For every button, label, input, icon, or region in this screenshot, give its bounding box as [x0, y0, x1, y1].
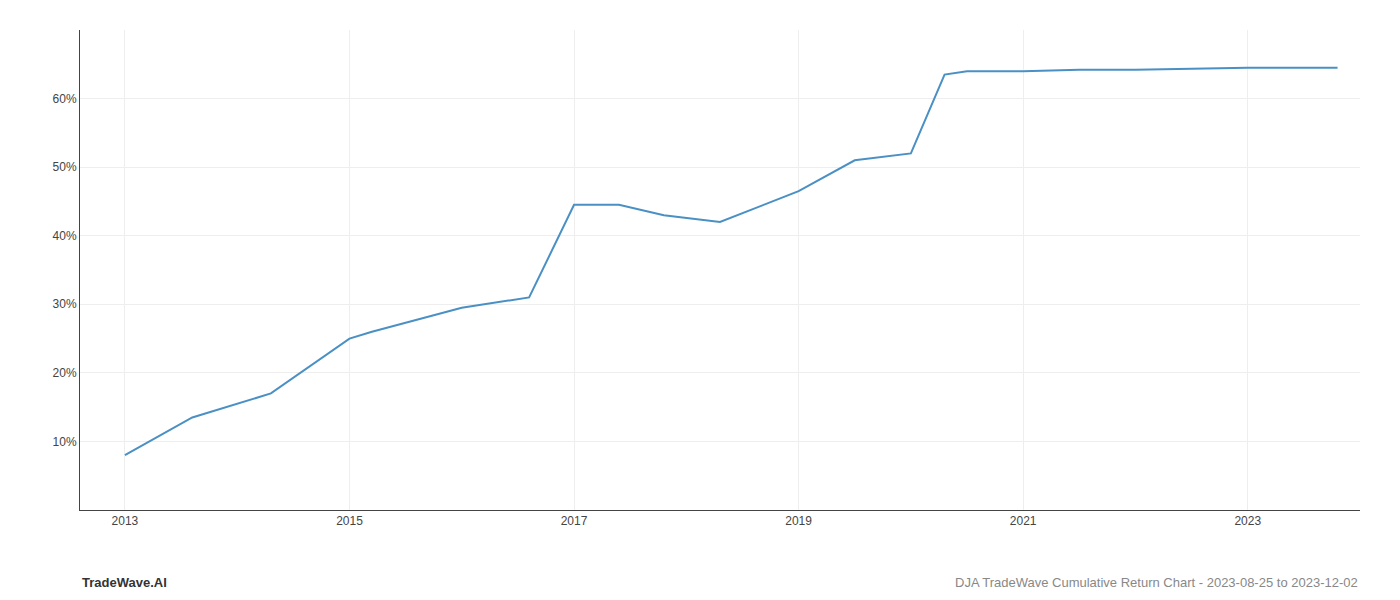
- svg-text:DJA TradeWave Cumulative Retur: DJA TradeWave Cumulative Return Chart - …: [955, 575, 1358, 590]
- svg-text:2021: 2021: [1010, 514, 1037, 528]
- svg-text:2023: 2023: [1234, 514, 1261, 528]
- svg-text:40%: 40%: [53, 229, 77, 243]
- svg-text:10%: 10%: [53, 435, 77, 449]
- svg-text:2019: 2019: [785, 514, 812, 528]
- svg-text:TradeWave.AI: TradeWave.AI: [82, 575, 167, 590]
- svg-text:50%: 50%: [53, 160, 77, 174]
- svg-text:2013: 2013: [112, 514, 139, 528]
- svg-text:2015: 2015: [336, 514, 363, 528]
- svg-text:30%: 30%: [53, 297, 77, 311]
- svg-text:20%: 20%: [53, 366, 77, 380]
- svg-text:60%: 60%: [53, 92, 77, 106]
- svg-text:2017: 2017: [561, 514, 588, 528]
